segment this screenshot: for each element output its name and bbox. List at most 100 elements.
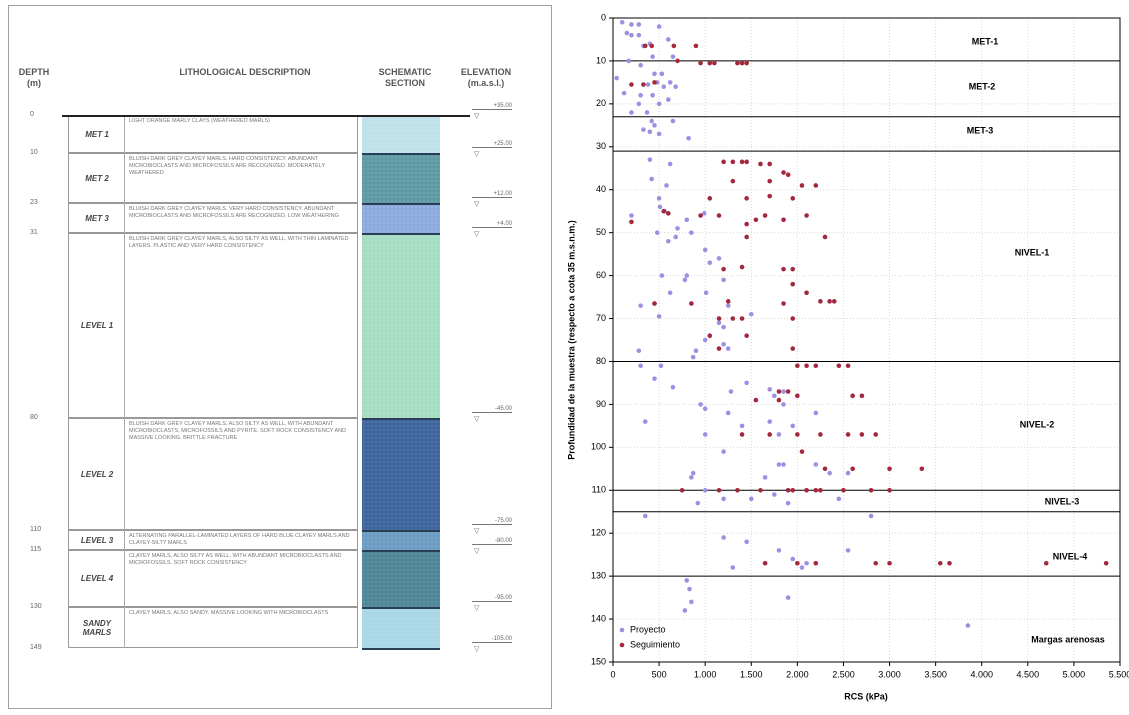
point bbox=[647, 129, 653, 135]
point bbox=[790, 346, 796, 351]
x-tick-label: 4.500 bbox=[1017, 669, 1040, 679]
point bbox=[702, 432, 708, 437]
point bbox=[785, 487, 791, 493]
point bbox=[790, 487, 796, 493]
elevation-label: -80.00 bbox=[472, 538, 512, 545]
elevation-label: -75.00 bbox=[472, 518, 512, 525]
point bbox=[652, 71, 657, 77]
point bbox=[758, 487, 763, 493]
point bbox=[795, 432, 800, 437]
point bbox=[790, 281, 796, 287]
point bbox=[776, 548, 782, 553]
point bbox=[827, 470, 832, 476]
point bbox=[781, 301, 786, 306]
x-tick-label: 5.500 bbox=[1109, 669, 1129, 679]
point bbox=[873, 560, 879, 566]
point bbox=[868, 487, 874, 493]
point bbox=[698, 60, 703, 66]
depth-label: 23 bbox=[30, 199, 38, 206]
legend-marker bbox=[619, 642, 625, 648]
depth-label: 80 bbox=[30, 414, 38, 421]
point bbox=[767, 193, 773, 199]
point bbox=[624, 30, 630, 36]
point bbox=[682, 608, 688, 613]
elevation-marker: ▽ bbox=[474, 231, 480, 238]
x-tick-label: 1.500 bbox=[740, 669, 763, 679]
point bbox=[702, 247, 708, 253]
point bbox=[730, 565, 736, 570]
point bbox=[649, 43, 655, 49]
layer-description: CLAYEY MARLS, ALSO SILTY AS WELL, WITH A… bbox=[129, 553, 342, 566]
point bbox=[614, 75, 619, 81]
point bbox=[652, 80, 657, 85]
layer-divider bbox=[124, 530, 125, 550]
elevation-marker: ▽ bbox=[474, 528, 480, 535]
point bbox=[887, 560, 892, 566]
point bbox=[642, 43, 648, 49]
point bbox=[690, 470, 696, 476]
point bbox=[647, 157, 653, 162]
point bbox=[671, 43, 677, 49]
point bbox=[689, 475, 694, 480]
point bbox=[684, 217, 690, 223]
point bbox=[666, 37, 671, 42]
point bbox=[767, 178, 773, 184]
point bbox=[656, 131, 662, 137]
point bbox=[659, 273, 665, 278]
x-tick-label: 5.000 bbox=[1063, 669, 1086, 679]
header-elevation: ELEVATION (m.a.s.l.) bbox=[460, 67, 512, 88]
point bbox=[693, 43, 699, 49]
point bbox=[804, 363, 809, 369]
point bbox=[626, 58, 631, 64]
point bbox=[670, 118, 676, 124]
unit-name: MET 3 bbox=[85, 213, 109, 223]
point bbox=[1043, 560, 1049, 566]
point bbox=[804, 213, 809, 218]
point bbox=[785, 389, 791, 394]
point bbox=[739, 423, 745, 429]
point bbox=[748, 496, 754, 502]
point bbox=[638, 363, 643, 369]
point bbox=[725, 303, 731, 308]
point bbox=[748, 311, 754, 317]
y-tick-label: 90 bbox=[596, 399, 606, 409]
point bbox=[650, 92, 655, 98]
unit-name: LEVEL 1 bbox=[80, 321, 114, 330]
y-tick-label: 0 bbox=[601, 12, 606, 22]
elevation-label: +25.00 bbox=[472, 141, 512, 148]
point bbox=[730, 159, 736, 165]
point bbox=[689, 230, 694, 235]
layer-description: BLUISH DARK GREY CLAYEY MARLS, ALSO SILT… bbox=[129, 236, 349, 249]
point bbox=[919, 466, 925, 472]
point bbox=[652, 376, 657, 381]
elevation-marker: ▽ bbox=[474, 416, 480, 423]
point bbox=[642, 419, 648, 424]
point bbox=[790, 423, 796, 429]
point bbox=[712, 60, 717, 66]
point bbox=[629, 22, 634, 27]
point bbox=[813, 363, 819, 369]
x-tick-label: 2.000 bbox=[786, 669, 809, 679]
header-depth: DEPTH (m) bbox=[18, 67, 50, 88]
elevation-marker: ▽ bbox=[474, 605, 480, 612]
point bbox=[690, 354, 696, 360]
point bbox=[776, 432, 782, 437]
point bbox=[804, 560, 809, 566]
unit-name: LEVEL 4 bbox=[80, 574, 114, 583]
point bbox=[845, 548, 851, 553]
point bbox=[629, 110, 634, 115]
point bbox=[859, 432, 865, 437]
point bbox=[645, 82, 651, 87]
elevation-label: -105.00 bbox=[472, 636, 512, 643]
point bbox=[689, 599, 694, 605]
point bbox=[744, 333, 749, 339]
layer-row bbox=[68, 418, 358, 530]
zone-label: NIVEL-1 bbox=[1015, 247, 1050, 257]
point bbox=[813, 560, 819, 566]
y-tick-label: 20 bbox=[596, 98, 606, 108]
point bbox=[753, 397, 759, 403]
point bbox=[652, 301, 657, 306]
point bbox=[795, 363, 800, 369]
point bbox=[721, 324, 726, 330]
y-tick-label: 40 bbox=[596, 184, 606, 194]
